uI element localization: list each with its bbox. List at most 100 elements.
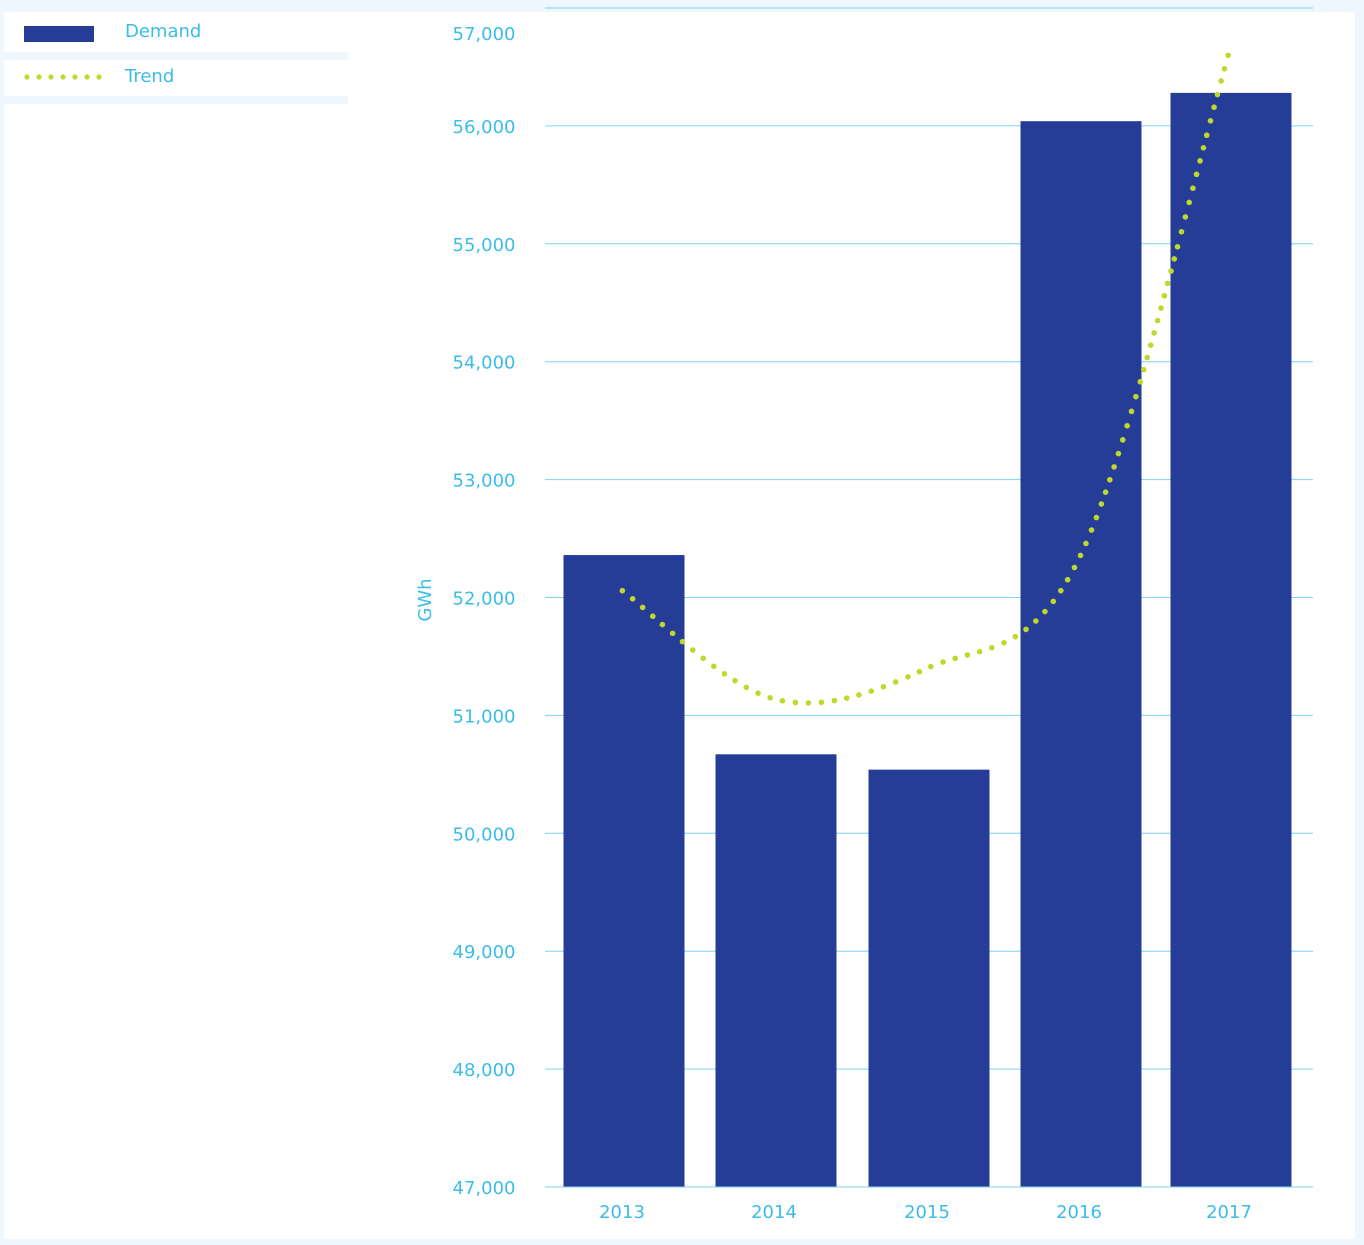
trend-dot [1151, 330, 1157, 336]
y-tick-label: 48,000 [453, 1060, 516, 1081]
trend-dot [767, 695, 773, 701]
legend-trend-dot [36, 74, 42, 80]
trend-dot [1058, 587, 1064, 594]
legend-label-trend: Trend [125, 66, 175, 87]
legend-trend-dot [96, 74, 102, 80]
trend-dot [916, 668, 923, 675]
trend-dot [779, 697, 786, 704]
trend-dot [1140, 366, 1147, 373]
trend-dot [1186, 199, 1192, 206]
legend-swatch-demand [24, 26, 94, 42]
trend-dot [1064, 576, 1071, 583]
trend-dot [1182, 214, 1189, 220]
trend-dot [1161, 292, 1168, 299]
trend-dot [721, 670, 728, 677]
trend-dot [1218, 78, 1224, 84]
trend-dot [649, 613, 656, 620]
y-tick-label: 56,000 [453, 117, 516, 138]
trend-dot [1093, 514, 1100, 521]
trend-dot [669, 630, 676, 637]
trend-dot [805, 700, 812, 706]
y-tick-label: 54,000 [453, 353, 516, 374]
x-tick-label: 2014 [751, 1202, 797, 1223]
trend-dot [755, 690, 761, 696]
trend-dot [1102, 489, 1109, 495]
trend-dot [619, 587, 626, 594]
trend-dot [679, 638, 686, 645]
bar-demand-2017 [1170, 92, 1292, 1188]
trend-dot [1115, 450, 1122, 457]
trend-dot [743, 684, 750, 691]
trend-dot [1050, 598, 1057, 605]
y-axis-label: GWh [415, 578, 436, 621]
trend-dot [1042, 608, 1048, 615]
trend-dot [1154, 317, 1161, 324]
trend-dot [1124, 422, 1130, 429]
trend-dot [1221, 65, 1228, 72]
trend-dot [1083, 540, 1089, 547]
trend-dot [1214, 91, 1221, 98]
y-tick-label: 47,000 [453, 1178, 516, 1199]
x-tick-label: 2015 [904, 1202, 950, 1223]
y-tick-label: 50,000 [453, 824, 516, 845]
legend-trend-dot [48, 74, 54, 80]
legend-trend-dot [60, 74, 66, 80]
y-tick-label: 49,000 [453, 942, 516, 963]
y-tick-label: 51,000 [453, 706, 516, 727]
legend-label-demand: Demand [125, 21, 202, 42]
legend-item-demand: Demand [4, 12, 348, 52]
trend-dot [1158, 305, 1164, 311]
trend-dot [1164, 280, 1171, 287]
trend-dot [1133, 393, 1139, 400]
legend-divider [4, 96, 348, 104]
trend-dot [880, 683, 887, 690]
bar-demand-2013 [563, 555, 685, 1187]
trend-dot [1174, 243, 1181, 250]
trend-dot [1190, 185, 1196, 192]
trend-dot [1128, 408, 1135, 415]
y-tick-label: 57,000 [453, 24, 516, 45]
trend-dot [964, 652, 971, 658]
trend-dot [905, 674, 911, 680]
trend-dot [710, 663, 717, 670]
bar-demand-2015 [868, 769, 990, 1187]
legend-divider [4, 52, 348, 60]
trend-dot [976, 648, 983, 655]
trend-dot [1071, 564, 1078, 571]
y-tick-label: 55,000 [453, 235, 516, 256]
trend-dot [689, 647, 696, 653]
trend-dot [892, 679, 899, 685]
trend-dot [1098, 501, 1105, 507]
trend-dot [792, 699, 799, 706]
trend-dot [700, 655, 706, 662]
trend-dot [1137, 378, 1144, 385]
trend-dot [1200, 145, 1207, 151]
trend-dot [831, 697, 838, 704]
trend-dot [1171, 256, 1178, 262]
legend-item-trend: Trend [4, 60, 348, 96]
trend-dot [868, 688, 874, 694]
trend-dot [639, 604, 646, 611]
legend-trend-dot [24, 74, 30, 80]
trend-dot [732, 677, 738, 684]
trend-dot [940, 659, 946, 665]
trend-dot [659, 621, 666, 628]
y-tick-label: 53,000 [453, 471, 516, 492]
trend-dot [1033, 618, 1039, 624]
trend-dot [1023, 626, 1029, 633]
legend-swatch-trend [24, 74, 102, 80]
trend-dot [988, 644, 995, 651]
trend-dot [1144, 354, 1151, 361]
bar-demand-2016 [1020, 121, 1142, 1188]
trend-dot [1197, 158, 1203, 164]
legend-trend-dot [84, 74, 90, 80]
trend-dot [1107, 476, 1113, 483]
x-tick-label: 2013 [599, 1202, 645, 1223]
trend-dot [1225, 52, 1232, 59]
trend-dot [1168, 268, 1174, 274]
trend-dot [1001, 639, 1007, 646]
trend-dot [1088, 527, 1095, 533]
trend-dot [1012, 633, 1019, 640]
trend-dot [818, 699, 825, 706]
